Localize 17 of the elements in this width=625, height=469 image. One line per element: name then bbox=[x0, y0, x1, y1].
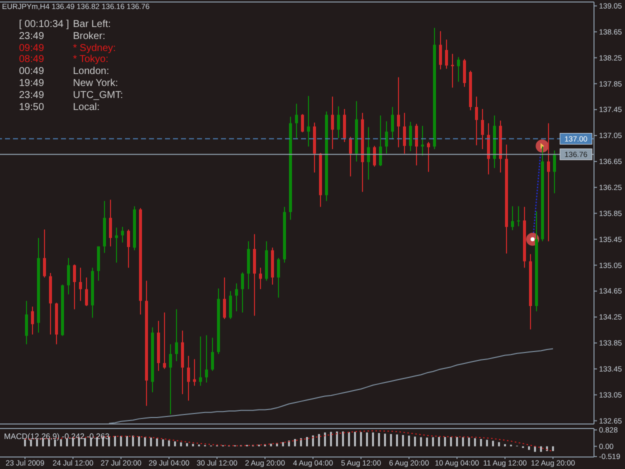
annotation: * Tokyo: bbox=[73, 54, 108, 66]
annotation: 09:49 bbox=[19, 42, 44, 54]
annotation: 08:49 bbox=[19, 54, 44, 66]
annotation: [ 00:10:34 ] bbox=[19, 19, 70, 30]
annotation: 23:49 bbox=[19, 90, 44, 101]
annotation: 19:49 bbox=[19, 78, 44, 89]
annotation: London: bbox=[73, 66, 110, 78]
annotation: Broker: bbox=[73, 30, 106, 42]
annotation: 19:50 bbox=[19, 102, 44, 113]
annotation: * Sydney: bbox=[73, 42, 116, 54]
annotation: 00:49 bbox=[19, 66, 44, 78]
annotation: Local: bbox=[73, 102, 100, 113]
annotation: UTC_GMT: bbox=[73, 90, 123, 101]
annotation: 23:49 bbox=[19, 30, 44, 42]
annotation: Bar Left: bbox=[73, 19, 111, 30]
annotation: New York: bbox=[73, 78, 118, 89]
chart-title: MACD(12,26,9) -0.242 -0.263 bbox=[4, 432, 110, 441]
